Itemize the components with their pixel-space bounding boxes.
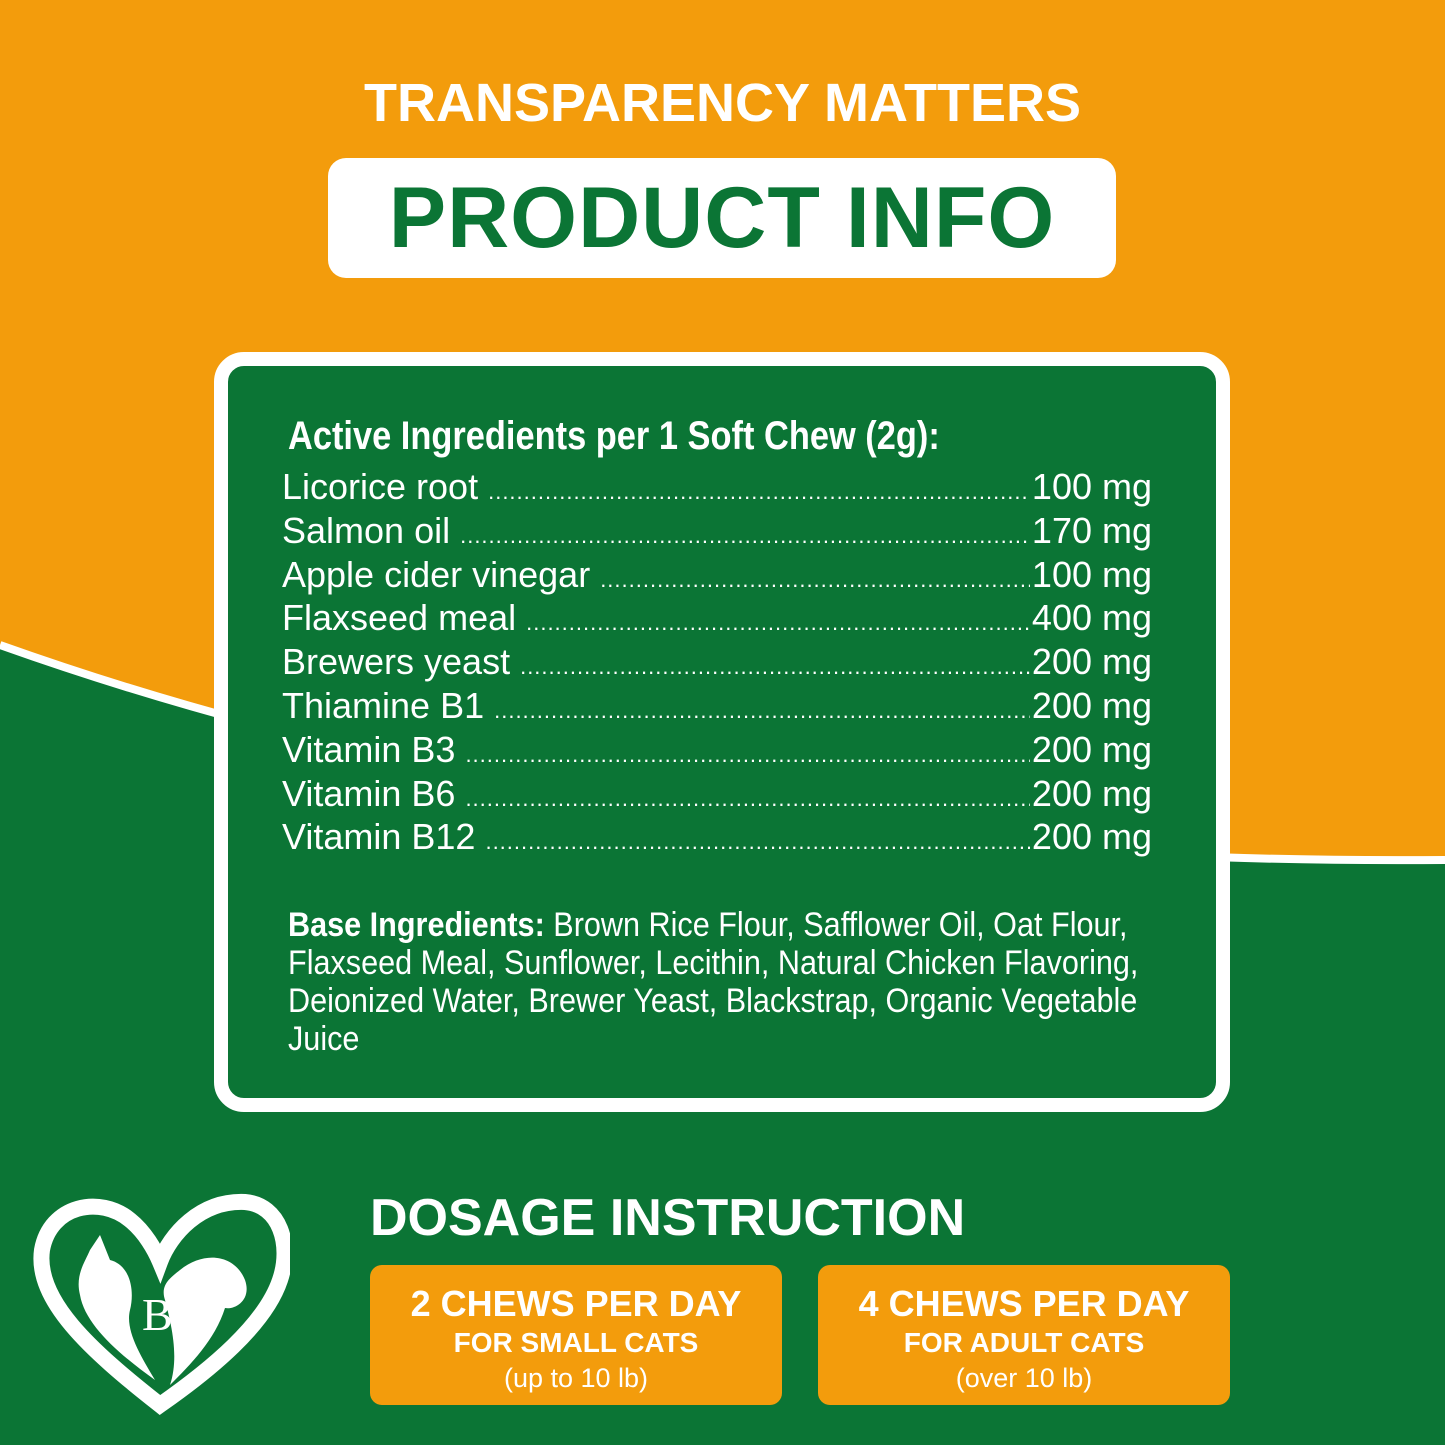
leader-dots: [488, 479, 1030, 505]
heart-cat-dog-logo-icon: BP: [33, 1193, 290, 1415]
base-ingredients-text: Brown Rice Flour, Safflower Oil, Oat Flo…: [288, 906, 1139, 1058]
eyebrow-heading: TRANSPARENCY MATTERS: [363, 73, 1082, 133]
ingredient-row: Vitamin B6 200 mg: [282, 773, 1152, 817]
ingredient-name: Flaxseed meal: [282, 597, 517, 639]
ingredient-amount: 200 mg: [1031, 728, 1152, 770]
dosage-weight: (up to 10 lb): [503, 1363, 649, 1393]
dosage-option: 2 CHEWS PER DAY FOR SMALL CATS (up to 10 l…: [370, 1265, 782, 1405]
ingredient-row: Vitamin B12 200 mg: [282, 816, 1152, 860]
dosage-weight: (over 10 lb): [955, 1363, 1093, 1393]
ingredient-name: Apple cider vinegar: [282, 553, 591, 595]
ingredient-name: Vitamin B3: [282, 728, 456, 770]
ingredient-name: Licorice root: [282, 466, 479, 507]
ingredient-name: Brewers yeast: [282, 641, 511, 683]
ingredient-name: Salmon oil: [282, 509, 451, 551]
ingredient-amount: 100 mg: [1031, 466, 1152, 507]
leader-dots: [600, 567, 1030, 593]
ingredient-row: Vitamin B3 200 mg: [282, 729, 1152, 773]
ingredient-amount: 400 mg: [1031, 597, 1152, 639]
ingredient-amount: 200 mg: [1031, 685, 1152, 726]
dosage-target: FOR SMALL CATS: [453, 1327, 699, 1358]
ingredient-name: Thiamine B1: [282, 685, 485, 726]
leader-dots: [465, 742, 1029, 768]
page-title: PRODUCT INFO: [388, 169, 1056, 266]
svg-text:BP: BP: [142, 1289, 198, 1340]
ingredient-amount: 200 mg: [1031, 641, 1152, 683]
active-ingredients-heading: Active Ingredients per 1 Soft Chew (2g):: [288, 414, 940, 458]
ingredient-amount: 200 mg: [1031, 816, 1152, 858]
leader-dots: [460, 523, 1030, 549]
leader-dots: [494, 698, 1030, 724]
ingredient-row: Thiamine B1 200 mg: [282, 685, 1152, 729]
ingredient-amount: 200 mg: [1031, 772, 1152, 814]
dosage-chews: 4 CHEWS PER DAY: [858, 1283, 1190, 1324]
base-ingredients-label: Base Ingredients:: [288, 906, 545, 944]
dosage-target: FOR ADULT CATS: [903, 1327, 1145, 1358]
dosage-option: 4 CHEWS PER DAY FOR ADULT CATS (over 10 lb…: [818, 1265, 1230, 1405]
dosage-title: DOSAGE INSTRUCTION: [370, 1189, 966, 1247]
ingredient-name: Vitamin B12: [282, 816, 476, 858]
ingredient-amount: 100 mg: [1031, 553, 1152, 595]
ingredient-row: Salmon oil 170 mg: [282, 510, 1152, 554]
leader-dots: [465, 786, 1029, 812]
leader-dots: [526, 610, 1030, 636]
ingredient-amount: 170 mg: [1031, 509, 1152, 551]
ingredient-row: Licorice root 100 mg: [282, 466, 1152, 510]
leader-dots: [520, 654, 1030, 680]
ingredient-row: Flaxseed meal 400 mg: [282, 597, 1152, 641]
leader-dots: [485, 829, 1029, 855]
ingredients-panel: [214, 352, 1230, 1112]
base-ingredients: Base Ingredients: Brown Rice Flour, Saff…: [288, 906, 1179, 1058]
title-box: PRODUCT INFO: [328, 158, 1116, 278]
dosage-chews: 2 CHEWS PER DAY: [410, 1283, 742, 1324]
ingredient-row: Apple cider vinegar 100 mg: [282, 554, 1152, 598]
ingredient-row: Brewers yeast 200 mg: [282, 641, 1152, 685]
ingredient-name: Vitamin B6: [282, 772, 456, 814]
